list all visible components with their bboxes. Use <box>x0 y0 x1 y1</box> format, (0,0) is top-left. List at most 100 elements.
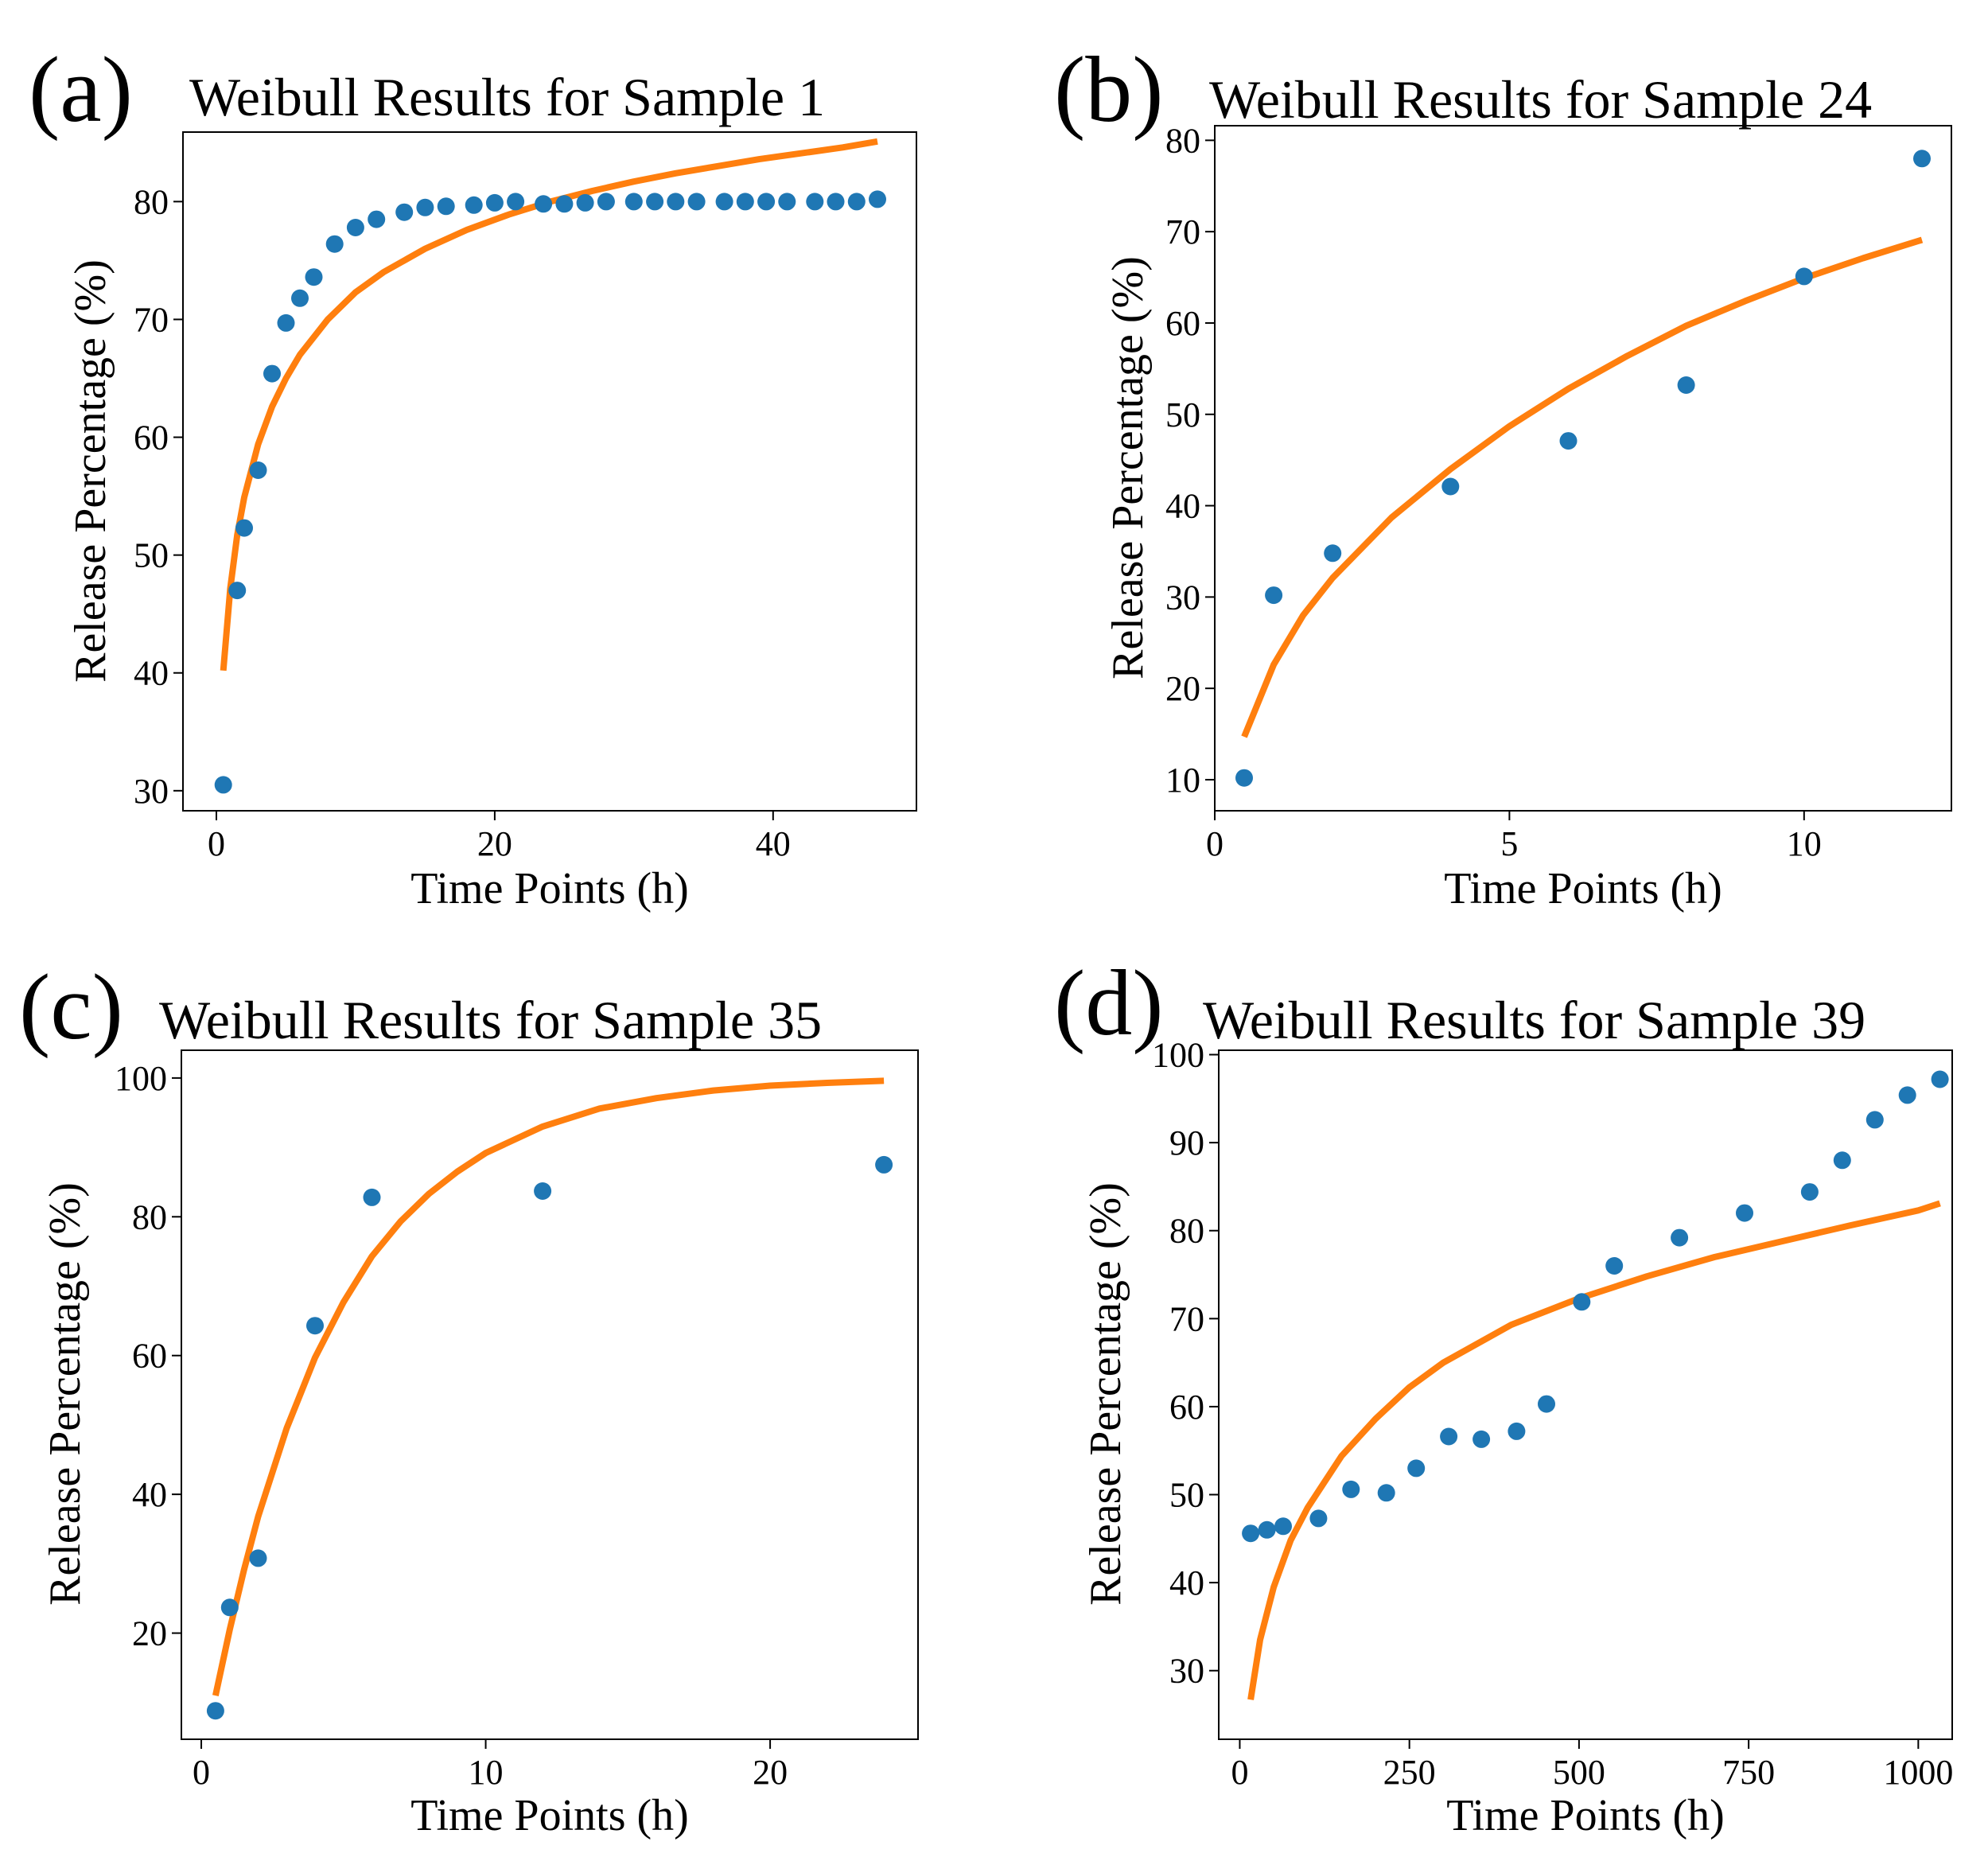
panel-d-plot-frame <box>1218 1049 1953 1740</box>
panel-a-x-tick-label: 40 <box>756 824 791 863</box>
panel-c-data-point <box>249 1549 267 1567</box>
panel-b-y-tick-label: 20 <box>1165 669 1200 708</box>
panel-d-y-ticks: 30 40 50 60 70 80 90 100 <box>1152 1036 1219 1691</box>
panel-a-data-point <box>646 193 664 211</box>
panel-a-data-point <box>437 197 455 216</box>
panel-c-data-point <box>363 1188 381 1206</box>
panel-c-data-point <box>206 1702 224 1720</box>
panel-a-data-point <box>291 289 309 307</box>
panel-d-plot: 0 250 500 750 1000 30 40 50 60 70 80 90 100 <box>1152 1036 1953 1792</box>
panel-a-data-point <box>576 193 594 212</box>
panel-a-data-point <box>715 193 733 211</box>
panel-a-y-axis-label: Release Percentage (%) <box>66 259 115 683</box>
panel-d-y-tick-label: 60 <box>1169 1388 1204 1427</box>
panel-c-y-tick-label: 60 <box>132 1337 167 1376</box>
panel-b-y-tick-label: 40 <box>1165 487 1200 526</box>
panel-a-data-point <box>465 196 483 214</box>
panel-d-data-point <box>1833 1151 1851 1170</box>
panel-b-x-axis-label: Time Points (h) <box>1444 864 1722 913</box>
panel-a-data-point <box>485 193 504 212</box>
panel-c-y-tick-label: 40 <box>132 1475 167 1514</box>
panel-a-data-point <box>806 193 824 211</box>
panel-a-data-point <box>214 776 232 794</box>
panel-b-y-tick-label: 30 <box>1165 578 1200 617</box>
panel-a-data-point <box>416 198 434 216</box>
panel-a-data-point <box>778 193 796 211</box>
panel-b-title: Weibull Results for Sample 24 <box>1209 69 1872 130</box>
panel-d-data-point <box>1736 1204 1753 1222</box>
panel-b-x-ticks: 0 5 10 <box>1206 811 1822 863</box>
panel-d-weibull-fit-line <box>1247 1200 1941 1700</box>
panel-d-data-point <box>1440 1427 1458 1446</box>
panel-d-data-point <box>1274 1517 1292 1536</box>
panel-a-data-point <box>277 313 295 332</box>
panel-c-y-tick-label: 20 <box>132 1614 167 1653</box>
panel-a-plot: 0 20 40 30 40 50 60 70 80 <box>134 131 917 863</box>
panel-a-data-point <box>395 203 414 221</box>
panel-a-y-tick-label: 40 <box>134 654 169 693</box>
panel-c-data-point <box>306 1317 324 1335</box>
panel-d-data-point <box>1309 1509 1328 1528</box>
panel-a-data-point <box>667 193 685 211</box>
panel-a-data-point <box>847 193 866 211</box>
panel-d-y-tick-label: 80 <box>1169 1212 1204 1251</box>
panel-d-title: Weibull Results for Sample 39 <box>1203 990 1865 1050</box>
panel-d-y-tick-label: 100 <box>1152 1036 1204 1075</box>
panel-d-x-tick-label: 1000 <box>1883 1753 1953 1792</box>
panel-b-data-point <box>1441 477 1460 496</box>
panel-a-plot-frame <box>182 131 917 812</box>
panel-d-data-point <box>1573 1293 1591 1311</box>
panel-d-x-tick-label: 500 <box>1553 1753 1605 1792</box>
panel-c-x-tick-label: 10 <box>469 1753 504 1792</box>
panel-a-x-tick-label: 20 <box>477 824 512 863</box>
panel-d-data-point <box>1931 1070 1949 1088</box>
panel-c-y-tick-label: 100 <box>115 1059 167 1098</box>
panel-a-data-point <box>736 193 754 211</box>
panel-d-x-axis-label: Time Points (h) <box>1446 1791 1725 1840</box>
panel-b-weibull-fit-line <box>1241 236 1924 738</box>
panel-a-data-point <box>346 219 364 236</box>
panel-b-x-tick-label: 5 <box>1500 824 1518 863</box>
panel-b-data-point <box>1913 150 1931 168</box>
panel-d-y-axis-label: Release Percentage (%) <box>1081 1182 1130 1606</box>
panel-a-x-axis-label: Time Points (h) <box>410 864 689 913</box>
panel-a: (a) Weibull Results for Sample 1 0 20 40 3… <box>29 37 917 913</box>
panel-a-data-point <box>325 235 344 253</box>
panel-label-b: (b) <box>1054 37 1164 142</box>
panel-b-x-tick-label: 10 <box>1787 824 1822 863</box>
panel-d-x-tick-label: 0 <box>1231 1753 1248 1792</box>
panel-d-data-point <box>1342 1480 1360 1498</box>
panel-a-data-point <box>305 268 323 286</box>
panel-b-plot-frame <box>1214 125 1952 812</box>
panel-a-y-tick-label: 70 <box>134 300 169 339</box>
panel-b-y-axis-label: Release Percentage (%) <box>1103 256 1153 679</box>
panel-c-y-axis-label: Release Percentage (%) <box>41 1182 90 1606</box>
panel-d-data-point <box>1538 1395 1555 1413</box>
panel-c-x-tick-label: 20 <box>753 1753 788 1792</box>
panel-c-title: Weibull Results for Sample 35 <box>159 990 822 1050</box>
panel-b-data-point <box>1324 544 1342 563</box>
panel-d-data-point <box>1898 1086 1916 1104</box>
panel-label-c: (c) <box>19 955 123 1059</box>
panel-b-x-tick-label: 0 <box>1206 824 1224 863</box>
panel-b-y-tick-label: 10 <box>1165 761 1200 800</box>
panel-c-plot-frame <box>181 1049 919 1740</box>
panel-b-y-tick-label: 60 <box>1165 304 1200 343</box>
panel-d-x-tick-label: 750 <box>1722 1753 1775 1792</box>
panel-c-x-tick-label: 0 <box>193 1753 210 1792</box>
panel-b-y-tick-label: 50 <box>1165 395 1200 434</box>
panel-d-data-point <box>1258 1520 1276 1539</box>
panel-d-data-point <box>1377 1484 1395 1502</box>
panel-d-x-ticks: 0 250 500 750 1000 <box>1231 1739 1953 1792</box>
panel-b-data-point <box>1795 267 1813 286</box>
panel-a-data-point <box>368 210 386 228</box>
panel-b-y-tick-label: 80 <box>1165 121 1200 160</box>
panel-a-data-point <box>687 193 706 211</box>
panel-a-x-ticks: 0 20 40 <box>208 811 791 863</box>
panel-d-y-tick-label: 30 <box>1169 1652 1204 1691</box>
panel-c-data-point <box>534 1182 552 1200</box>
panel-d: (d) Weibull Results for Sample 39 0 250 50… <box>1054 951 1953 1840</box>
panel-c-x-axis-label: Time Points (h) <box>410 1791 689 1840</box>
panel-b-data-point <box>1265 586 1283 605</box>
